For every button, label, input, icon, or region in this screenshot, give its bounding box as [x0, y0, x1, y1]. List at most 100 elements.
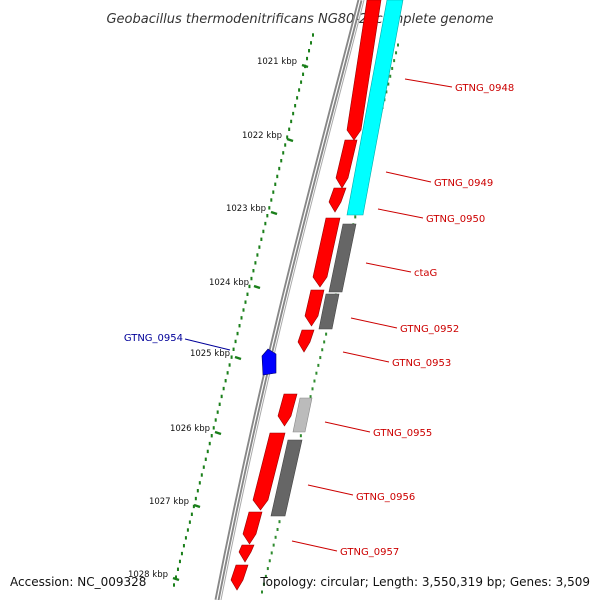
genome-backbone — [214, 0, 365, 600]
track-dot — [254, 261, 257, 265]
track-dot — [298, 88, 301, 92]
track-dot — [274, 535, 277, 539]
track-dot — [391, 66, 394, 70]
track-dot — [246, 292, 249, 296]
gene-label-leader — [365, 262, 412, 273]
kbp-tick-label: 1022 kbp — [242, 131, 282, 141]
track-dot — [321, 348, 324, 352]
track-dot — [385, 90, 388, 94]
track-dot — [256, 253, 259, 257]
track-dot — [174, 575, 177, 579]
topology-text: Topology: circular; Length: 3,550,319 bp… — [259, 575, 590, 589]
kbp-tick-mark — [214, 430, 222, 436]
forward-gene-arrow — [297, 329, 315, 353]
track-dot — [182, 544, 185, 548]
gene-label-leader — [385, 171, 432, 183]
track-dot — [264, 221, 267, 226]
track-dot — [312, 33, 314, 37]
track-dot — [317, 363, 320, 367]
kbp-tick-label: 1025 kbp — [190, 349, 230, 359]
track-dot — [278, 520, 281, 524]
gene-label-text: GTNG_0956 — [356, 492, 415, 503]
gene-label-text: GTNG_0952 — [400, 324, 459, 335]
track-dot — [311, 387, 314, 391]
track-dot — [232, 347, 235, 351]
track-dot — [308, 49, 311, 53]
track-dot — [226, 371, 229, 375]
track-dot — [282, 151, 285, 155]
track-dot — [292, 111, 295, 116]
track-dot — [261, 590, 263, 594]
kbp-tick-mark — [286, 137, 294, 143]
backbone-highlight — [216, 0, 361, 600]
track-dot — [224, 379, 227, 383]
track-dot — [262, 582, 265, 586]
track-dot — [248, 284, 251, 289]
forward-gene-arrow — [346, 0, 382, 141]
track-dot — [204, 457, 207, 461]
track-dot — [198, 481, 201, 485]
track-dot — [268, 206, 271, 210]
track-dot — [234, 339, 237, 344]
track-dot — [244, 300, 247, 304]
track-dot — [216, 410, 219, 414]
kbp-tick-label: 1024 kbp — [209, 278, 249, 288]
track-dot — [393, 59, 396, 63]
gene-label-leader — [350, 317, 398, 329]
track-dot — [192, 504, 195, 509]
track-dot — [266, 567, 269, 571]
kbp-tick-mark — [270, 210, 278, 216]
track-dot — [268, 559, 271, 563]
track-dot — [286, 135, 289, 139]
track-dot — [240, 316, 243, 320]
track-dot — [220, 394, 223, 399]
track-dot — [236, 331, 239, 336]
gene-label-leader — [324, 421, 371, 433]
track-dot — [178, 559, 181, 564]
track-dot — [218, 402, 221, 406]
gene-label-text: GTNG_0953 — [392, 358, 451, 369]
track-dot — [202, 465, 205, 469]
kbp-ticks: 1021 kbp 1022 kbp 1023 kbp 1024 kbp 1025 kbp… — [128, 57, 309, 582]
track-dot — [252, 269, 255, 273]
gene-label-leader — [184, 338, 231, 351]
track-dot — [325, 332, 328, 336]
forward-gene-arrow — [230, 564, 249, 591]
track-dot — [300, 80, 303, 84]
track-dot — [184, 536, 187, 540]
gene-label-leader — [342, 351, 390, 363]
track-dot — [397, 43, 399, 47]
track-dot — [242, 308, 245, 312]
track-dot — [206, 449, 209, 454]
track-dot — [230, 355, 233, 359]
reverse-gene-arrow — [261, 348, 277, 376]
kbp-tick-mark — [234, 355, 242, 361]
track-dot — [389, 74, 392, 78]
track-dot — [284, 143, 287, 147]
cds-block — [270, 439, 303, 517]
forward-gene-arrow — [304, 289, 325, 327]
track-dot — [309, 395, 312, 399]
kbp-tick-label: 1026 kbp — [170, 424, 210, 434]
track-dot — [276, 174, 279, 179]
track-dot — [188, 520, 191, 524]
track-dot — [280, 159, 283, 163]
kbp-tick-label: 1027 kbp — [149, 497, 189, 507]
track-dot — [190, 512, 193, 516]
track-dot — [354, 215, 357, 219]
gene-label-text: GTNG_0949 — [434, 178, 493, 189]
kbp-tick-mark — [301, 63, 309, 69]
track-dot — [212, 426, 215, 430]
gene-labels: GTNG_0948 GTNG_0949 GTNG_0950 ctaG GTNG_0952… — [124, 78, 514, 558]
kbp-tick-mark — [253, 284, 261, 290]
track-dot — [313, 379, 316, 383]
gene-label-text: GTNG_0957 — [340, 547, 399, 558]
forward-gene-arrow — [328, 187, 347, 213]
backbone-inner — [220, 0, 365, 600]
track-dot — [290, 119, 293, 124]
track-dot — [194, 496, 197, 501]
track-dot — [262, 229, 265, 234]
track-dot — [276, 527, 279, 531]
forward-gene-arrow — [335, 139, 358, 189]
